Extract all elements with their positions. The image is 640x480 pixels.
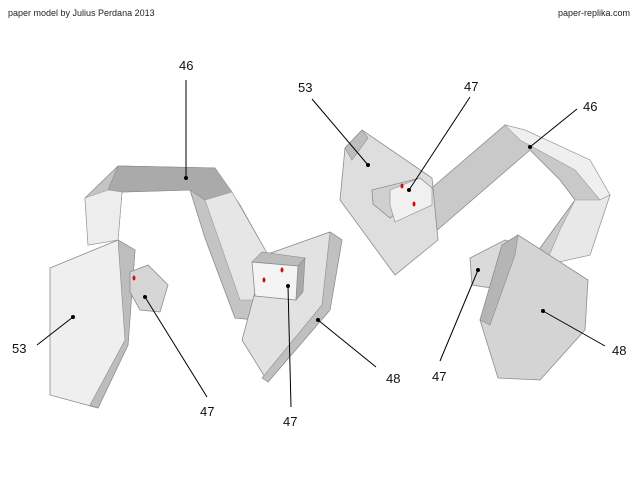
callout-leaders xyxy=(36,80,606,408)
callout-47-top-right: 47 xyxy=(464,79,478,94)
credit-text: paper model by Julius Perdana 2013 xyxy=(8,8,155,18)
callout-48-right: 48 xyxy=(612,343,626,358)
callout-47-left: 47 xyxy=(200,404,214,419)
red-mark xyxy=(400,183,404,189)
callout-47-center: 47 xyxy=(283,414,297,429)
block-part-47-left xyxy=(129,264,169,313)
callout-labels: 46 53 47 47 48 53 47 46 47 48 xyxy=(12,58,626,429)
plate-part-53-edge xyxy=(89,239,136,409)
block-part-47-center-front xyxy=(251,261,299,301)
callout-53-right: 53 xyxy=(298,80,312,95)
red-mark xyxy=(132,275,136,281)
arch-part-top xyxy=(107,165,233,201)
red-mark xyxy=(262,277,266,283)
plate-part-48-edge xyxy=(261,231,343,383)
callout-48-left: 48 xyxy=(386,371,400,386)
callout-46-left: 46 xyxy=(179,58,193,73)
site-url: paper-replika.com xyxy=(557,8,630,18)
arch-part-right-leg xyxy=(544,194,611,266)
plate-part-48-right-edge xyxy=(479,234,519,326)
plate-part-53-right-edge xyxy=(344,129,369,161)
callout-46-right: 46 xyxy=(583,99,597,114)
callout-53-left: 53 xyxy=(12,341,26,356)
block-part-47-top-right-face xyxy=(389,177,433,223)
left-assembly xyxy=(49,165,343,409)
block-part-47-center-side xyxy=(295,257,306,301)
arch-part-left-leg xyxy=(84,189,123,246)
red-mark xyxy=(412,201,416,207)
callout-47-bottom-right: 47 xyxy=(432,369,446,384)
red-mark xyxy=(280,267,284,273)
right-assembly xyxy=(339,124,611,381)
